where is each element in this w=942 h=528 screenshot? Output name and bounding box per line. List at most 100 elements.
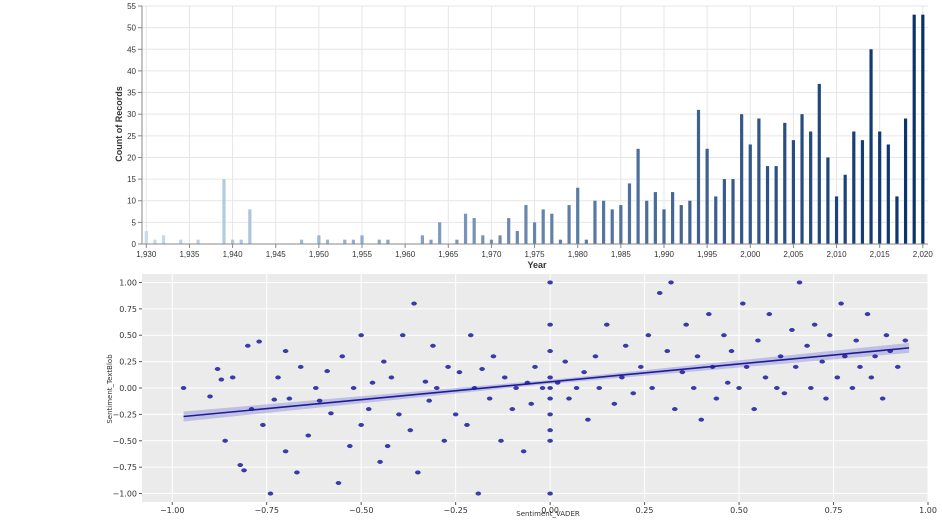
- bar: [593, 200, 597, 244]
- scatter-point: [638, 364, 644, 369]
- scatter-point: [275, 375, 281, 380]
- scatter-point: [358, 422, 364, 427]
- scatter-point: [755, 338, 761, 343]
- scatter-point: [762, 375, 769, 380]
- scatter-point: [721, 333, 727, 338]
- bar: [809, 131, 813, 244]
- scatter-point: [305, 433, 312, 438]
- scatter-y-tick-label: −0.50: [112, 437, 137, 446]
- bar-x-axis-title: Year: [527, 260, 547, 270]
- scatter-x-tick-label: −0.25: [443, 506, 468, 515]
- scatter-point: [777, 354, 784, 359]
- scatter-point: [581, 370, 587, 375]
- scatter-point: [849, 386, 856, 391]
- scatter-y-tick-label: 1.00: [119, 278, 137, 287]
- scatter-y-tick-label: 0.00: [119, 384, 137, 393]
- bar: [576, 187, 580, 244]
- scatter-point: [415, 470, 421, 475]
- scatter-point: [433, 386, 440, 391]
- scatter-point: [826, 333, 833, 338]
- bar: [498, 235, 502, 244]
- bar: [731, 179, 735, 244]
- scatter-point: [751, 407, 757, 412]
- scatter-point: [547, 396, 553, 401]
- scatter-point: [611, 401, 618, 406]
- scatter-point: [297, 364, 304, 369]
- scatter-point: [335, 481, 342, 486]
- scatter-point: [313, 386, 319, 391]
- bar-x-tick-label: 1,980: [568, 250, 589, 259]
- bar: [377, 239, 381, 244]
- scatter-point: [834, 375, 841, 380]
- scatter-point: [728, 349, 735, 354]
- scatter-point: [645, 333, 652, 338]
- bar: [420, 235, 425, 244]
- scatter-point: [377, 459, 383, 464]
- scatter-point: [724, 380, 731, 385]
- regression-line: [183, 347, 910, 418]
- scatter-x-axis-title: Sentiment_VADER: [516, 510, 580, 518]
- scatter-point: [237, 463, 244, 468]
- bar-y-tick-label: 35: [127, 89, 136, 98]
- scatter-point: [509, 407, 516, 412]
- bar: [627, 183, 632, 244]
- scatter-point: [426, 398, 432, 403]
- bar-y-tick-label: 0: [132, 240, 137, 249]
- bar: [161, 235, 166, 244]
- bar-y-tick-label: 30: [127, 110, 136, 119]
- scatter-point: [539, 386, 546, 391]
- bar: [489, 239, 494, 244]
- bar: [705, 148, 709, 244]
- scatter-point: [486, 396, 493, 401]
- scatter-point: [528, 401, 535, 406]
- scatter-x-tick-label: 0.75: [825, 506, 843, 515]
- scatter-point: [864, 312, 871, 317]
- bar: [248, 209, 252, 244]
- scatter-point: [690, 386, 697, 391]
- bar: [463, 213, 468, 244]
- bar: [662, 209, 666, 244]
- bar: [144, 231, 148, 244]
- scatter-point: [547, 428, 553, 433]
- bar-x-tick-label: 2,020: [913, 250, 934, 259]
- bar-y-tick-label: 50: [127, 24, 136, 33]
- scatter-point: [781, 391, 788, 396]
- bar: [869, 49, 873, 244]
- scatter-point: [547, 491, 553, 496]
- scatter-point: [430, 343, 436, 348]
- bar-x-tick-label: 2,010: [827, 250, 848, 259]
- scatter-point: [894, 364, 901, 369]
- bar: [558, 239, 563, 244]
- scatter-point: [456, 370, 463, 375]
- scatter-point: [823, 396, 829, 401]
- scatter-point: [294, 470, 300, 475]
- scatter-x-tick-label: 0.25: [636, 506, 654, 515]
- scatter-point: [879, 396, 886, 401]
- scatter-point: [547, 349, 553, 354]
- bar-y-tick-label: 55: [127, 2, 136, 11]
- bar: [153, 239, 157, 244]
- scatter-point: [857, 364, 863, 369]
- bar: [429, 239, 433, 244]
- bar-x-tick-label: 1,940: [223, 250, 244, 259]
- bar: [222, 179, 226, 244]
- scatter-point: [441, 438, 448, 443]
- scatter-point: [396, 412, 402, 417]
- bar: [817, 83, 821, 245]
- scatter-point: [562, 359, 569, 364]
- bar: [360, 235, 364, 244]
- scatter-point: [513, 386, 519, 391]
- scatter-point: [649, 386, 655, 391]
- bar: [438, 222, 442, 244]
- bar: [351, 239, 355, 244]
- bar-x-tick-label: 1,950: [309, 250, 330, 259]
- scatter-point: [838, 301, 844, 306]
- scatter-point: [819, 359, 825, 364]
- scatter-point: [411, 301, 417, 306]
- scatter-point: [422, 379, 429, 384]
- scatter-point: [271, 397, 278, 402]
- scatter-point: [683, 322, 689, 327]
- bar: [653, 192, 657, 244]
- scatter-point: [498, 438, 504, 443]
- bar-y-tick-label: 40: [127, 67, 136, 76]
